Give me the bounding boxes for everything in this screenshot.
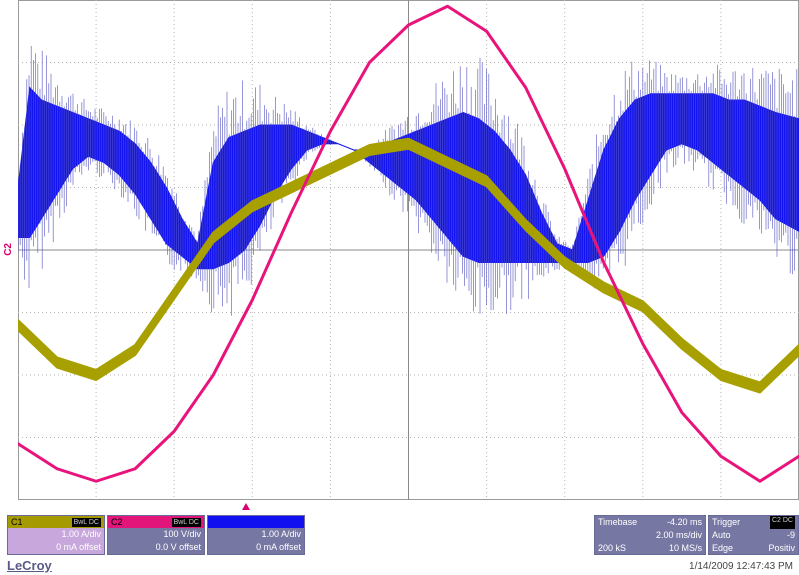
plot-svg [18,0,799,500]
trigger-label: Trigger [712,517,741,527]
brand-logo: LeCroy [7,558,52,573]
timebase-rate: 2.00 ms/div [655,530,702,540]
timebase-samples: 200 kS [598,543,627,553]
channel-1-offset: 0 mA offset [56,542,101,552]
timebase-delay: -4.20 ms [666,517,702,527]
timebase-panel[interactable]: Timebase -4.20 ms 2.00 ms/div 200 kS 10 MS… [594,515,706,555]
channel-3-scale: 1.00 A/div [261,529,301,539]
grid [18,0,799,500]
channel-2-badge: BwL DC [171,517,201,527]
timebase-sample-rate: 10 MS/s [668,543,702,553]
channel-3-offset: 0 mA offset [256,542,301,552]
channel-2-name: C2 [111,517,123,527]
trigger-level: -9 [786,530,795,540]
channel-marker-label: C2 [3,243,14,256]
timestamp: 1/14/2009 12:47:43 PM [689,561,793,572]
timebase-label: Timebase [598,517,638,527]
series-1-spikes [18,45,798,316]
channel-1-name: C1 [11,517,23,527]
channel-3-panel[interactable]: 1.00 A/div 0 mA offset [207,515,305,555]
channel-1-badge: BwL DC [71,517,101,527]
trigger-mode: Auto [712,530,731,540]
trigger-type: Edge [712,543,734,553]
trigger-badge: C2 DC [769,516,795,529]
series-3-line [18,4,799,483]
waveform-display [18,0,799,500]
channel-2-offset: 0.0 V offset [155,542,201,552]
trigger-slope: Positiv [768,543,795,553]
trigger-position-arrow-icon[interactable] [242,503,250,510]
channel-2-scale: 100 V/div [163,529,201,539]
trigger-panel[interactable]: Trigger C2 DC Auto -9 Edge Positiv [708,515,799,555]
channel-2-panel[interactable]: C2 BwL DC 100 V/div 0.0 V offset [107,515,205,555]
series-2-band [18,137,799,394]
channel-1-panel[interactable]: C1 BwL DC 1.00 A/div 0 mA offset [7,515,105,555]
waveforms [18,4,799,483]
channel-1-scale: 1.00 A/div [61,529,101,539]
